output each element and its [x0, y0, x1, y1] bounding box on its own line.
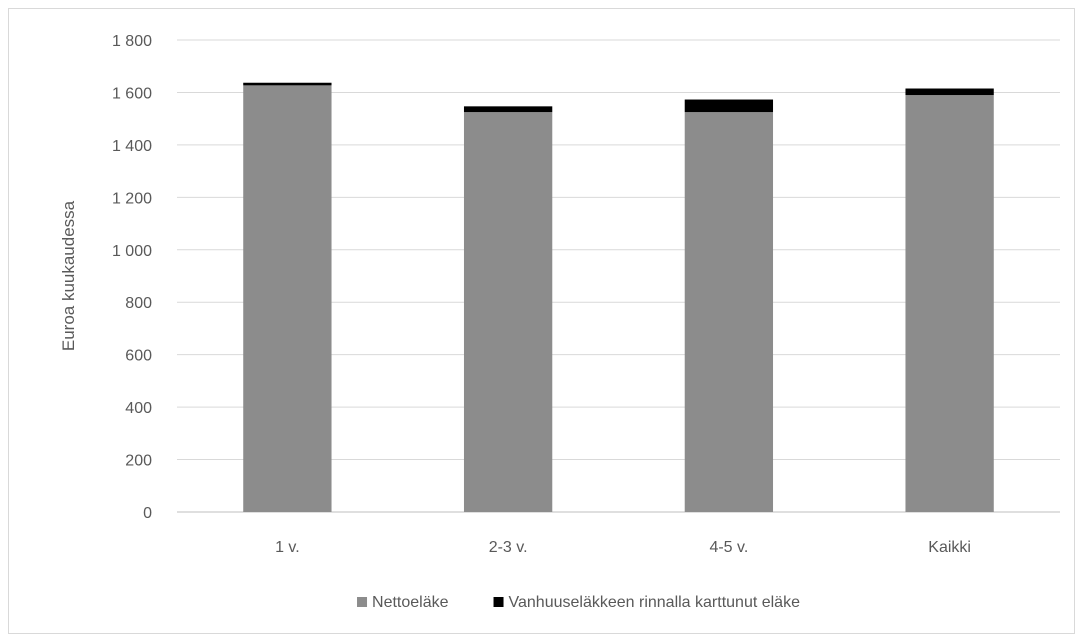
- y-tick-label: 400: [125, 400, 152, 417]
- legend-swatch: [493, 597, 504, 607]
- bar-segment: [684, 112, 774, 512]
- y-tick-label: 1 000: [112, 243, 152, 260]
- x-tick-label: 2-3 v.: [489, 539, 528, 556]
- legend-label: Vanhuuseläkkeen rinnalla karttunut eläke: [509, 594, 801, 611]
- bar-segment: [684, 99, 774, 113]
- bar-segment: [463, 106, 553, 113]
- legend-item: Vanhuuseläkkeen rinnalla karttunut eläke: [493, 594, 801, 611]
- stacked-bar-chart: 0 200 400 600 800 1 000 1 200 1 400 1 600 1 800 1…: [59, 33, 1060, 611]
- x-tick-label: 4-5 v.: [709, 539, 748, 556]
- y-tick-label: 1 400: [112, 138, 152, 155]
- x-tick-label: 1 v.: [275, 539, 300, 556]
- x-axis-ticks: 1 v. 2-3 v. 4-5 v. Kaikki: [275, 539, 971, 556]
- y-tick-label: 0: [143, 505, 152, 522]
- y-tick-label: 1 600: [112, 85, 152, 102]
- bar-segment: [905, 95, 994, 513]
- bar-segment: [463, 112, 553, 512]
- y-tick-label: 1 200: [112, 190, 152, 207]
- legend-item: Nettoeläke: [357, 594, 449, 611]
- y-tick-label: 1 800: [112, 33, 152, 50]
- legend: Nettoeläke Vanhuuseläkkeen rinnalla kartt…: [357, 594, 800, 611]
- legend-swatch: [357, 597, 368, 607]
- y-axis-ticks: 0 200 400 600 800 1 000 1 200 1 400 1 600 1 800: [112, 33, 152, 522]
- bar-segment: [243, 82, 332, 86]
- y-axis-title: Euroa kuukaudessa: [59, 200, 78, 351]
- y-tick-label: 800: [125, 295, 152, 312]
- y-tick-label: 200: [125, 453, 152, 470]
- bars: [243, 82, 994, 513]
- bar-segment: [905, 88, 994, 96]
- legend-label: Nettoeläke: [372, 594, 449, 611]
- x-tick-label: Kaikki: [928, 539, 971, 556]
- y-tick-label: 600: [125, 348, 152, 365]
- bar-segment: [243, 85, 332, 512]
- chart-frame: 0 200 400 600 800 1 000 1 200 1 400 1 600 1 800 1…: [8, 8, 1075, 634]
